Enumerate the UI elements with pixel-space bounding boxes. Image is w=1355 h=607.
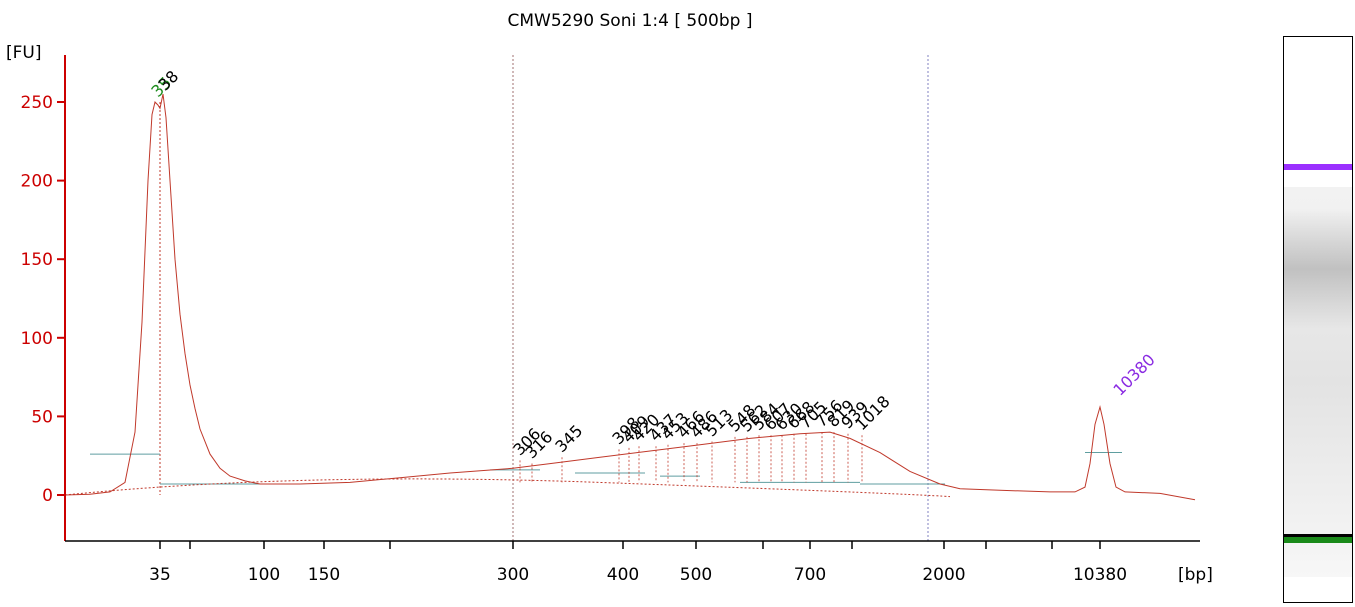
x-tick-label-150: 150 bbox=[308, 565, 340, 585]
x-tick-label-300: 300 bbox=[497, 565, 529, 585]
y-tick-label-50: 50 bbox=[31, 407, 53, 427]
y-ticks: 0 50 100 150 200 250 bbox=[21, 93, 65, 506]
x-tick-label-35: 35 bbox=[149, 565, 171, 585]
gel-band-1 bbox=[1284, 208, 1352, 329]
axes bbox=[64, 55, 1200, 542]
x-tick-label-2000: 2000 bbox=[922, 565, 965, 585]
y-axis-label: [FU] bbox=[6, 43, 42, 63]
gel-lane bbox=[1283, 36, 1353, 603]
trace-line bbox=[64, 93, 1196, 501]
x-ticks: 35 100 150 300 400 500 700 2000 10380 bbox=[149, 541, 1127, 585]
peak-label-10380: 10380 bbox=[1109, 350, 1158, 399]
y-tick-label-150: 150 bbox=[21, 250, 53, 270]
gel-band-3 bbox=[1284, 537, 1352, 544]
x-tick-label-700: 700 bbox=[794, 565, 826, 585]
trace-group bbox=[64, 93, 1196, 501]
x-tick-label-100: 100 bbox=[248, 565, 280, 585]
x-tick-label-10380: 10380 bbox=[1073, 565, 1127, 585]
peak-label-345: 345 bbox=[551, 421, 586, 456]
y-tick-label-200: 200 bbox=[21, 172, 53, 192]
x-axis-label: [bp] bbox=[1178, 565, 1213, 585]
chart-title: CMW5290 Soni 1:4 [ 500bp ] bbox=[508, 11, 753, 31]
x-tick-label-500: 500 bbox=[680, 565, 712, 585]
gel-band-0 bbox=[1284, 164, 1352, 171]
electropherogram-chart: CMW5290 Soni 1:4 [ 500bp ] [FU] [bp] 353… bbox=[6, 11, 1213, 585]
y-tick-label-100: 100 bbox=[21, 329, 53, 349]
baselines bbox=[64, 452, 1122, 498]
y-tick-label-250: 250 bbox=[21, 93, 53, 113]
y-tick-label-0: 0 bbox=[42, 486, 53, 506]
x-tick-label-400: 400 bbox=[607, 565, 639, 585]
dotted-baseline bbox=[64, 478, 951, 498]
region-markers bbox=[159, 55, 929, 541]
